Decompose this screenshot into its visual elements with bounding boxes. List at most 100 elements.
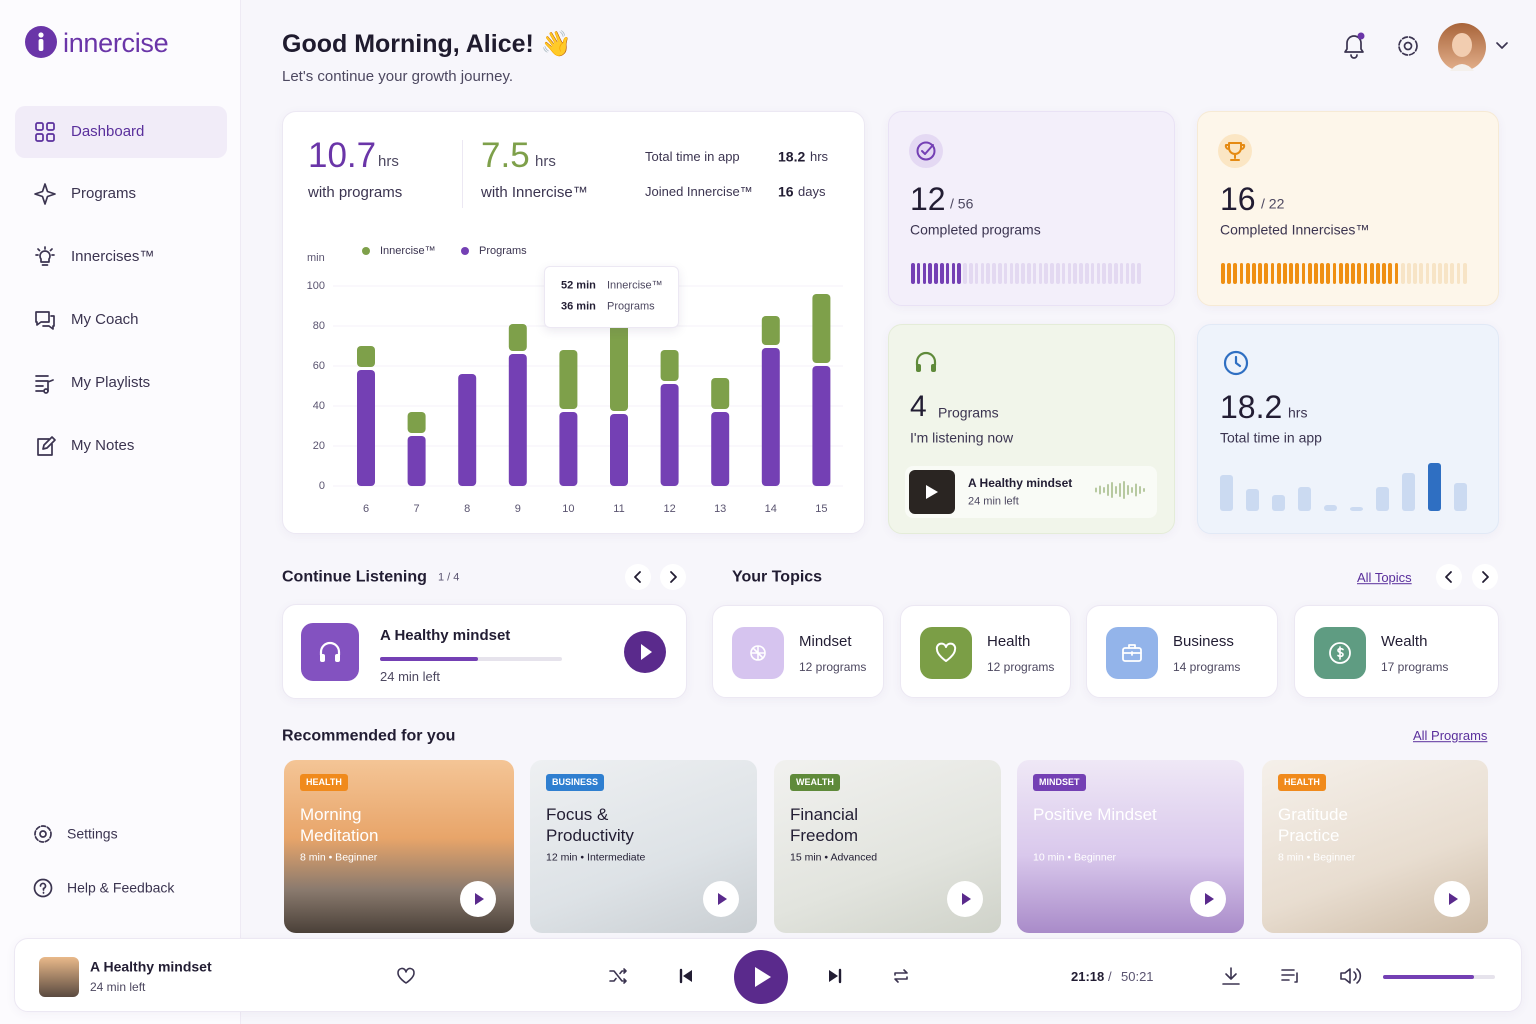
stat-value: 10.7 [308,136,377,175]
program-meta: 8 min • Beginner [300,851,378,864]
progress-segment [1332,263,1337,284]
card-label: Completed Innercises™ [1220,221,1370,238]
y-tick-label: 0 [319,480,325,492]
progress-segment [1252,263,1256,284]
progress-segment [969,263,973,284]
track-title: A Healthy mindset [968,475,1073,490]
program-card[interactable]: BUSINESS Focus & Productivity 12 min • Int… [530,760,757,933]
settings-button[interactable] [1397,35,1419,57]
download-button[interactable] [1222,967,1240,985]
program-card[interactable]: MINDSET Positive Mindset 10 min • Beginner [1017,760,1244,933]
nav-item[interactable]: My Coach [71,311,139,328]
stat-unit: hrs [810,149,829,165]
card-value: 18.2 [1220,388,1283,425]
legend-swatch [362,247,370,255]
program-meta: 12 min • Intermediate [546,851,646,864]
chart: min 0 20 40 60 80 100 Innercise™ Programs 6 7 8 9 10 1… [307,245,843,515]
link[interactable]: All Topics [1357,570,1412,586]
topic-card[interactable]: Business 14 programs [1086,605,1278,698]
account-menu[interactable] [1496,42,1508,50]
bar-segment [559,350,578,409]
notifications[interactable] [1342,32,1366,59]
repeat-button[interactable] [892,968,910,984]
card-completed-innercises[interactable]: 16 / 22 Completed Innercises™ [1197,111,1499,306]
nav-icon [37,436,56,456]
play-button[interactable] [1190,881,1226,917]
program-title: Focus & Productivity [546,805,634,845]
next-button[interactable] [1472,564,1498,590]
play-button[interactable] [947,881,983,917]
previous-button[interactable] [679,968,693,984]
usage-bars [1220,463,1467,511]
progress-segment [1090,263,1095,284]
progress-segment [922,263,927,284]
volume-button[interactable] [1340,967,1362,985]
program-card[interactable]: HEALTH Gratitude Practice 8 min • Beginner [1262,760,1488,933]
footer-link[interactable]: Help & Feedback [67,879,175,896]
progress-segment [1338,263,1343,284]
bar-segment [407,412,426,433]
program-card[interactable]: WEALTH Financial Freedom 15 min • Advanced [774,760,1001,933]
play-pause-button[interactable] [734,950,788,1004]
card-completed-programs[interactable]: 12/ 56 Completed programs [888,111,1175,306]
nav-item[interactable]: Dashboard [71,123,145,140]
progress-segment [1044,263,1048,284]
tooltip-value: 36 min [561,300,596,313]
x-tick-label: 8 [464,503,470,515]
stat-label: Joined Innercise™ [645,184,753,200]
like-button[interactable] [397,967,415,984]
x-tick-label: 12 [663,503,675,515]
progress-segment [934,263,938,284]
nav-item[interactable]: Programs [71,185,137,202]
card-time[interactable]: 18.2 hrs Total time in app [1197,324,1499,534]
queue-button[interactable] [1281,968,1301,984]
progress-segment [1032,263,1037,284]
progress-segment [1450,263,1455,284]
progress-segment [1119,263,1124,284]
stat-value: 16 [778,183,794,200]
sidebar [0,0,241,1024]
tooltip-value: 52 min [561,279,596,292]
progress-segment [1407,263,1411,284]
progress-segment [1431,263,1436,284]
chart-card: 10.7 hrs with programs 7.5 hrs with Innercise… [282,111,865,534]
progress-segment [1108,263,1112,284]
topic-card[interactable]: Health 12 programs [900,605,1071,698]
bar-segment [458,374,477,486]
next-button[interactable] [828,968,842,984]
card-unit: Programs [938,404,999,421]
tooltip-label: Innercise™ [607,279,663,292]
tooltip-label: Programs [607,300,655,313]
bar-segment [711,412,730,486]
progress-segment [992,263,996,284]
program-card[interactable]: HEALTH Morning Meditation 8 min • Beginner [284,760,514,933]
stat-unit: days [798,184,826,200]
play-button[interactable] [703,881,739,917]
nav-item[interactable]: My Playlists [71,374,151,391]
progress-segment [1419,263,1424,284]
bar-segment [610,310,628,411]
nav-item[interactable]: Innercises™ [71,248,155,265]
nav-item[interactable]: My Notes [71,437,135,454]
bar-segment [610,414,628,486]
play-button[interactable] [1434,881,1470,917]
progress-segment [928,263,932,284]
stat-label: with Innercise™ [481,184,588,201]
topic-icon [750,645,766,661]
shuffle-button[interactable] [609,968,627,984]
card-listening[interactable]: 4 Programs I'm listening now A Healthy mind… [888,324,1175,534]
progress-segment [1027,263,1031,284]
link[interactable]: All Programs [1413,728,1488,744]
prev-button[interactable] [1436,564,1462,590]
next-button[interactable] [660,564,686,590]
avatar[interactable] [1438,23,1486,71]
play-button[interactable] [460,881,496,917]
prev-button[interactable] [625,564,651,590]
topic-card[interactable]: Mindset 12 programs [712,605,884,698]
now-playing[interactable]: A Healthy mindset 24 min left [905,466,1157,518]
play-button[interactable] [624,631,666,673]
continue-card[interactable]: A Healthy mindset 24 min left [282,604,687,699]
footer-link[interactable]: Settings [67,825,118,842]
topic-card[interactable]: Wealth 17 programs [1294,605,1499,698]
